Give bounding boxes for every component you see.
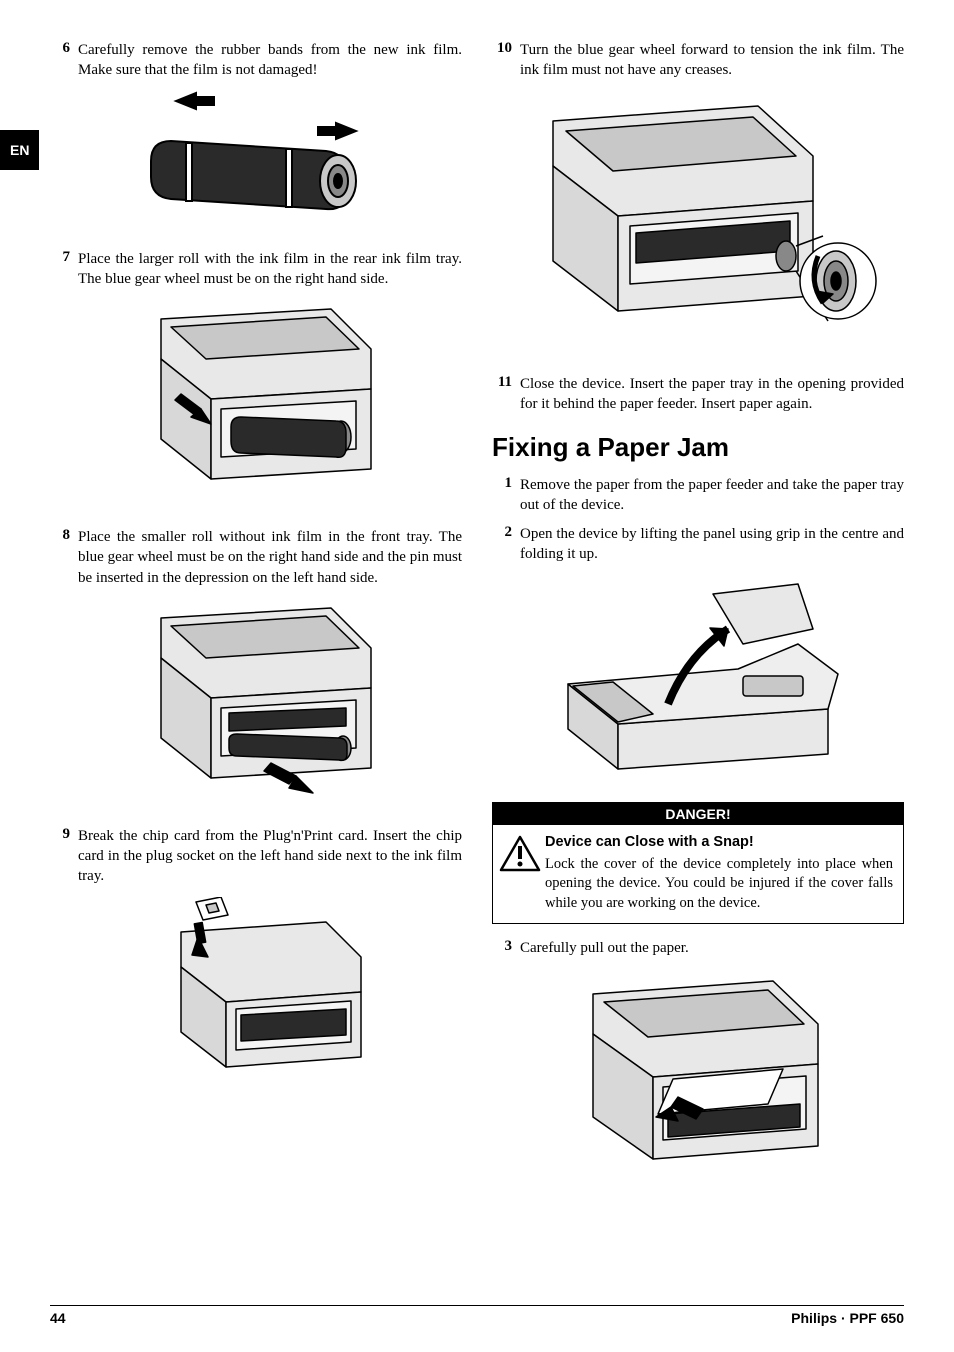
illustration-pull-paper [492,969,904,1179]
section-heading: Fixing a Paper Jam [492,432,904,463]
page-footer: 44 Philips · PPF 650 [50,1305,904,1326]
step-number: 1 [492,475,520,516]
illustration-tension-wheel [492,91,904,356]
danger-heading: DANGER! [493,803,903,825]
step-number: 11 [492,374,520,415]
illustration-ink-film-roll [50,91,462,231]
step-number: 7 [50,249,78,290]
content-columns: 6 Carefully remove the rubber bands from… [50,40,904,1270]
step-number: 9 [50,826,78,887]
step-text: Turn the blue gear wheel forward to tens… [520,40,904,81]
step-11: 11 Close the device. Insert the paper tr… [492,374,904,415]
step-text: Place the larger roll with the ink film … [78,249,462,290]
step-jam-3: 3 Carefully pull out the paper. [492,938,904,958]
step-text: Break the chip card from the Plug'n'Prin… [78,826,462,887]
document-title: Philips · PPF 650 [791,1310,904,1326]
step-number: 8 [50,527,78,588]
step-jam-1: 1 Remove the paper from the paper feeder… [492,475,904,516]
step-number: 6 [50,40,78,81]
step-number: 10 [492,40,520,81]
step-text: Close the device. Insert the paper tray … [520,374,904,415]
warning-icon [499,833,545,913]
left-column: 6 Carefully remove the rubber bands from… [50,40,462,1270]
step-6: 6 Carefully remove the rubber bands from… [50,40,462,81]
right-column: 10 Turn the blue gear wheel forward to t… [492,40,904,1270]
step-9: 9 Break the chip card from the Plug'n'Pr… [50,826,462,887]
illustration-device-rear-tray [50,299,462,509]
step-text: Remove the paper from the paper feeder a… [520,475,904,516]
danger-subheading: Device can Close with a Snap! [545,833,893,853]
step-text: Carefully remove the rubber bands from t… [78,40,462,81]
illustration-open-device [492,574,904,784]
step-8: 8 Place the smaller roll without ink fil… [50,527,462,588]
illustration-chip-card [50,897,462,1087]
illustration-device-front-tray [50,598,462,808]
language-tab: EN [0,130,39,170]
step-7: 7 Place the larger roll with the ink fil… [50,249,462,290]
danger-body-text: Lock the cover of the device completely … [545,856,893,911]
step-10: 10 Turn the blue gear wheel forward to t… [492,40,904,81]
page-number: 44 [50,1310,66,1326]
step-text: Carefully pull out the paper. [520,938,904,958]
step-jam-2: 2 Open the device by lifting the panel u… [492,524,904,565]
step-text: Place the smaller roll without ink film … [78,527,462,588]
step-number: 2 [492,524,520,565]
step-text: Open the device by lifting the panel usi… [520,524,904,565]
danger-box: DANGER! Device can Close with a Snap! Lo… [492,802,904,924]
danger-text: Device can Close with a Snap! Lock the c… [545,833,893,913]
step-number: 3 [492,938,520,958]
